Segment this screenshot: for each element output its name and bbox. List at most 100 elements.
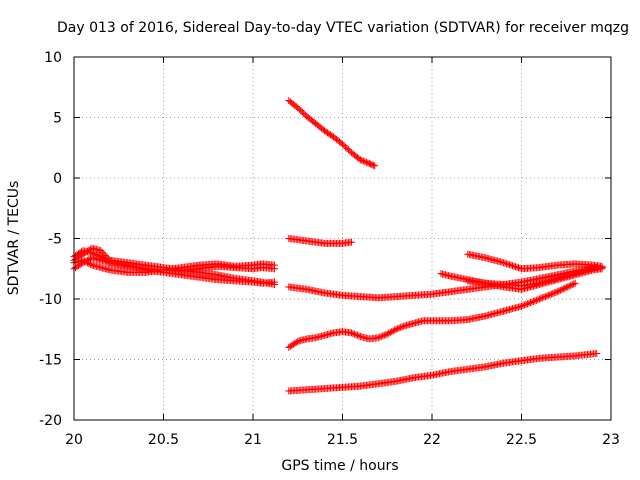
- plot-frame: [73, 56, 612, 421]
- data-point: [82, 257, 90, 265]
- series-track-short-flat: [285, 235, 355, 247]
- x-tick-label: 21.5: [327, 432, 358, 448]
- data-point: [369, 161, 377, 169]
- data-point: [559, 285, 567, 293]
- data-point: [77, 260, 85, 268]
- data-point: [522, 300, 530, 308]
- data-point: [350, 330, 358, 338]
- data-point: [400, 322, 408, 330]
- data-point: [556, 286, 564, 294]
- data-point: [571, 279, 579, 287]
- data-point: [347, 238, 355, 246]
- data-point: [385, 329, 393, 337]
- data-point: [549, 290, 557, 298]
- data-point: [364, 159, 372, 167]
- data-point: [383, 330, 391, 338]
- data-point: [562, 284, 570, 292]
- data-point: [555, 287, 563, 295]
- x-tick-label: 23: [602, 432, 620, 448]
- data-point: [374, 334, 382, 342]
- x-tick-label: 21: [244, 432, 262, 448]
- data-point: [553, 288, 561, 296]
- data-point: [552, 288, 560, 296]
- x-tick-label: 20: [65, 432, 83, 448]
- data-point: [395, 324, 403, 332]
- data-point: [509, 262, 517, 270]
- data-point: [500, 259, 508, 267]
- data-point: [97, 247, 105, 255]
- data-point: [397, 323, 405, 331]
- x-axis-title: GPS time / hours: [281, 458, 398, 474]
- data-point: [564, 283, 572, 291]
- data-point: [565, 282, 573, 290]
- y-tick-label: -20: [39, 413, 62, 429]
- data-point: [525, 299, 533, 307]
- data-point: [391, 326, 399, 334]
- data-point: [550, 289, 558, 297]
- series-track-descending: [285, 97, 379, 170]
- data-point: [570, 280, 578, 288]
- data-point: [529, 297, 537, 305]
- data-point: [352, 331, 360, 339]
- data-point: [103, 253, 111, 261]
- series-track-late-low: [464, 265, 606, 293]
- y-tick-label: 5: [53, 111, 62, 127]
- y-tick-label: -5: [48, 232, 62, 248]
- data-point: [386, 328, 394, 336]
- data-point: [371, 162, 379, 170]
- data-point: [382, 331, 390, 339]
- y-tick-label: 10: [44, 50, 62, 66]
- data-point: [80, 258, 88, 266]
- data-point: [398, 323, 406, 331]
- data-point: [512, 263, 520, 271]
- data-point: [567, 281, 575, 289]
- data-point: [85, 255, 93, 263]
- data-point: [359, 157, 367, 165]
- data-point: [292, 338, 300, 346]
- data-point: [361, 158, 369, 166]
- data-point: [538, 294, 546, 302]
- chart-title: Day 013 of 2016, Sidereal Day-to-day VTE…: [57, 20, 629, 36]
- data-point: [561, 284, 569, 292]
- series-track-late-upper: [464, 250, 606, 273]
- x-tick-label: 22: [423, 432, 441, 448]
- y-tick-label: -10: [39, 292, 62, 308]
- data-point: [535, 295, 543, 303]
- data-point: [506, 261, 514, 269]
- data-point: [593, 349, 601, 357]
- data-point: [598, 265, 606, 273]
- data-point: [510, 262, 518, 270]
- data-point: [376, 333, 384, 341]
- data-point: [540, 293, 548, 301]
- y-axis-title: SDTVAR / TECUs: [6, 181, 22, 296]
- x-tick-label: 22.5: [506, 432, 537, 448]
- grid: [74, 57, 611, 420]
- data-point: [526, 299, 534, 307]
- axis-ticks: 20 20.5 21 21.5 22 22.5 23 10 5 0 -5 -10 -15 -20: [39, 50, 620, 448]
- data-point: [392, 325, 400, 333]
- data-point: [377, 333, 385, 341]
- data-point: [100, 250, 108, 258]
- data-point: [353, 331, 361, 339]
- data-point: [379, 332, 387, 340]
- data-point: [356, 156, 364, 164]
- data-point: [98, 248, 106, 256]
- data-point: [270, 261, 278, 269]
- data-point: [355, 155, 363, 163]
- data-point: [501, 259, 509, 267]
- data-point: [532, 296, 540, 304]
- data-point: [504, 260, 512, 268]
- data-point: [358, 156, 366, 164]
- data-point: [270, 280, 278, 288]
- data-point: [520, 301, 528, 309]
- data-point: [523, 300, 531, 308]
- data-point: [546, 291, 554, 299]
- data-point: [528, 298, 536, 306]
- data-point: [79, 259, 87, 267]
- data-point: [349, 329, 357, 337]
- data-point: [388, 328, 396, 336]
- data-point: [362, 158, 370, 166]
- x-tick-label: 20.5: [148, 432, 179, 448]
- data-point: [503, 260, 511, 268]
